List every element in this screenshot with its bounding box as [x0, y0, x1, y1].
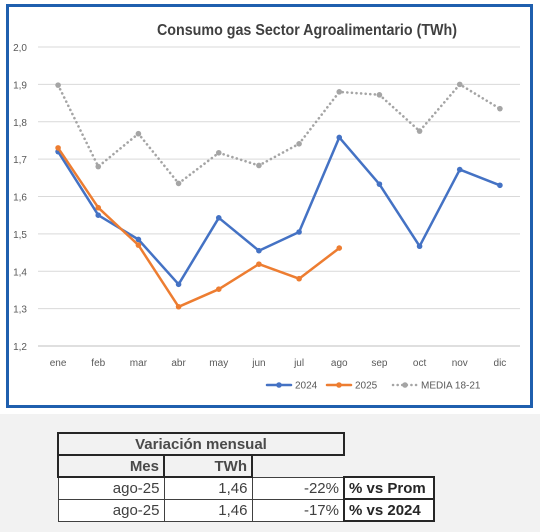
series-line-2024: [56, 136, 502, 286]
y-tick-label: 1,8: [13, 118, 27, 129]
x-tick-label: jul: [293, 358, 304, 369]
table-row: ago-25 1,46 -22% % vs Prom: [57, 476, 435, 500]
x-tick-label: abr: [171, 358, 186, 369]
y-tick-label: 1,4: [13, 267, 27, 278]
table-title: Variación mensual: [57, 432, 345, 456]
legend-label: 2024: [295, 381, 318, 392]
y-tick-label: 1,6: [13, 193, 27, 204]
column-header-mes: Mes: [57, 454, 165, 478]
data-point: [296, 275, 302, 282]
series-line-2025: [56, 146, 341, 309]
data-point: [95, 163, 102, 170]
column-header-twh: TWh: [163, 454, 253, 478]
row-label: % vs Prom: [343, 476, 435, 500]
row-percent: -22%: [251, 476, 345, 500]
y-tick-label: 1,9: [13, 80, 27, 91]
x-tick-label: dic: [494, 358, 507, 369]
data-point: [416, 243, 423, 250]
data-point: [215, 149, 222, 156]
y-tick-label: 2,0: [13, 43, 27, 54]
data-point: [376, 181, 383, 187]
chart-frame: Consumo gas Sector Agroalimentario (TWh)…: [6, 4, 533, 408]
data-point: [95, 204, 102, 211]
data-point: [135, 242, 142, 248]
x-tick-label: oct: [413, 358, 427, 369]
x-tick-label: ene: [50, 358, 67, 369]
y-tick-label: 1,2: [13, 342, 27, 353]
x-tick-label: nov: [452, 358, 468, 369]
x-tick-label: may: [209, 358, 228, 369]
data-point: [135, 130, 142, 137]
data-point: [296, 141, 302, 147]
x-tick-label: ago: [331, 358, 348, 369]
y-tick-label: 1,7: [13, 155, 27, 166]
chart-title: Consumo gas Sector Agroalimentario (TWh): [157, 22, 457, 39]
series-line-media-18-21: [56, 83, 502, 185]
x-tick-label: sep: [371, 358, 388, 369]
legend-label: 2025: [355, 381, 378, 392]
variation-table: Variación mensual Mes TWh ago-25 1,46 -2…: [57, 432, 435, 522]
x-tick-label: jun: [251, 358, 265, 369]
data-point: [55, 82, 61, 88]
data-point: [175, 180, 182, 187]
row-twh: 1,46: [163, 476, 253, 500]
data-point: [336, 134, 343, 141]
data-point: [456, 81, 463, 88]
row-mes: ago-25: [57, 476, 165, 500]
data-point: [336, 245, 343, 251]
data-point: [336, 89, 343, 95]
data-point: [256, 247, 262, 254]
data-point: [296, 229, 302, 235]
line-chart: Consumo gas Sector Agroalimentario (TWh)…: [13, 22, 520, 392]
legend-marker: [336, 382, 342, 388]
data-point: [55, 145, 61, 151]
data-point: [215, 286, 222, 292]
x-tick-label: feb: [91, 358, 105, 369]
data-point: [215, 215, 222, 221]
data-point: [95, 212, 102, 218]
data-point: [456, 166, 463, 173]
legend-marker: [402, 382, 408, 388]
legend-label: MEDIA 18-21: [421, 381, 481, 392]
x-tick-label: mar: [130, 358, 148, 369]
row-twh: 1,46: [163, 498, 253, 522]
data-point: [256, 162, 262, 169]
data-point: [256, 261, 262, 267]
data-point: [135, 236, 142, 243]
data-point: [175, 303, 182, 310]
y-tick-label: 1,3: [13, 305, 27, 316]
y-tick-label: 1,5: [13, 230, 27, 241]
row-percent: -17%: [251, 498, 345, 522]
row-mes: ago-25: [57, 498, 165, 522]
data-point: [497, 182, 503, 189]
data-point: [376, 92, 383, 98]
data-point: [497, 105, 503, 112]
row-label: % vs 2024: [343, 498, 435, 522]
legend-marker: [276, 382, 282, 388]
data-point: [416, 128, 423, 134]
data-point: [175, 281, 182, 288]
table-row: ago-25 1,46 -17% % vs 2024: [57, 498, 435, 522]
